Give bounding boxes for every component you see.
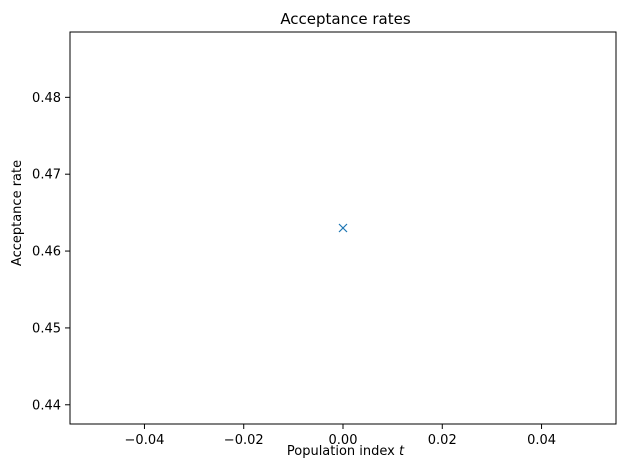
x-axis-label: Population index t [287,444,405,459]
x-axis-label-variable: t [399,444,405,459]
y-tick-label: 0.44 [32,398,61,413]
y-axis-ticks: 0.44 0.45 0.46 0.47 0.48 [32,91,70,413]
chart-title: Acceptance rates [280,10,411,28]
y-tick-label: 0.48 [32,91,61,106]
y-axis-label: Acceptance rate [10,160,25,266]
x-tick-label: 0.04 [527,433,556,448]
x-axis-label-text: Population index [287,444,395,459]
x-tick-label: 0.00 [329,433,358,448]
x-axis-ticks: −0.04 −0.02 0.00 0.02 0.04 [125,424,556,448]
x-tick-label: −0.02 [224,433,264,448]
x-tick-label: 0.02 [428,433,457,448]
y-tick-label: 0.45 [32,321,61,336]
y-tick-label: 0.47 [32,168,61,183]
y-tick-label: 0.46 [32,245,61,260]
x-tick-label: −0.04 [125,433,165,448]
data-points [338,223,348,233]
data-point [338,223,348,233]
